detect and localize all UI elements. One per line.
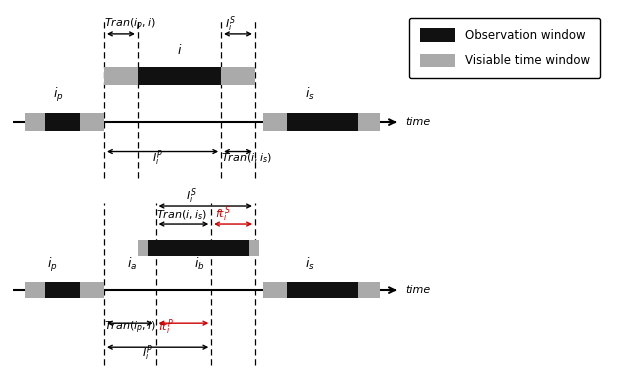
Bar [104, 68, 138, 85]
Text: $i_a$: $i_a$ [127, 256, 137, 272]
Text: $I_i^S$: $I_i^S$ [186, 187, 196, 206]
Bar [80, 113, 104, 131]
Legend: Observation window, Visiable time window: Observation window, Visiable time window [409, 17, 600, 78]
Text: $Tran(i_p,i)$: $Tran(i_p,i)$ [104, 320, 156, 336]
Bar [148, 240, 249, 256]
Text: $Tran(i,i_s)$: $Tran(i,i_s)$ [221, 152, 273, 165]
Text: $I_i^P$: $I_i^P$ [142, 343, 153, 363]
Bar [287, 113, 358, 131]
Text: $i_s$: $i_s$ [305, 256, 316, 272]
Text: $I_i^P$: $I_i^P$ [152, 148, 163, 168]
Bar [138, 240, 148, 256]
Bar [358, 113, 380, 131]
Text: $ft_i^P$: $ft_i^P$ [157, 317, 173, 337]
Bar [25, 282, 45, 298]
Bar [263, 113, 287, 131]
Bar [45, 113, 80, 131]
Text: $Tran(i_p,i)$: $Tran(i_p,i)$ [104, 17, 156, 33]
Bar [287, 282, 358, 298]
Text: $i_b$: $i_b$ [194, 256, 205, 272]
Text: $ft_i^S$: $ft_i^S$ [215, 205, 231, 224]
Text: $i$: $i$ [177, 43, 182, 57]
Bar [45, 282, 80, 298]
Bar [221, 68, 255, 85]
Bar [25, 113, 45, 131]
Bar [263, 282, 287, 298]
Text: time: time [406, 117, 431, 127]
Text: $i_p$: $i_p$ [53, 86, 64, 104]
Text: time: time [406, 285, 431, 295]
Text: $i_s$: $i_s$ [305, 86, 316, 102]
Text: $Tran(i,i_s)$: $Tran(i,i_s)$ [156, 208, 207, 222]
Bar [138, 68, 221, 85]
Bar [249, 240, 259, 256]
Bar [80, 282, 104, 298]
Bar [358, 282, 380, 298]
Text: $i_p$: $i_p$ [47, 256, 58, 274]
Text: $I_i^S$: $I_i^S$ [225, 14, 236, 34]
